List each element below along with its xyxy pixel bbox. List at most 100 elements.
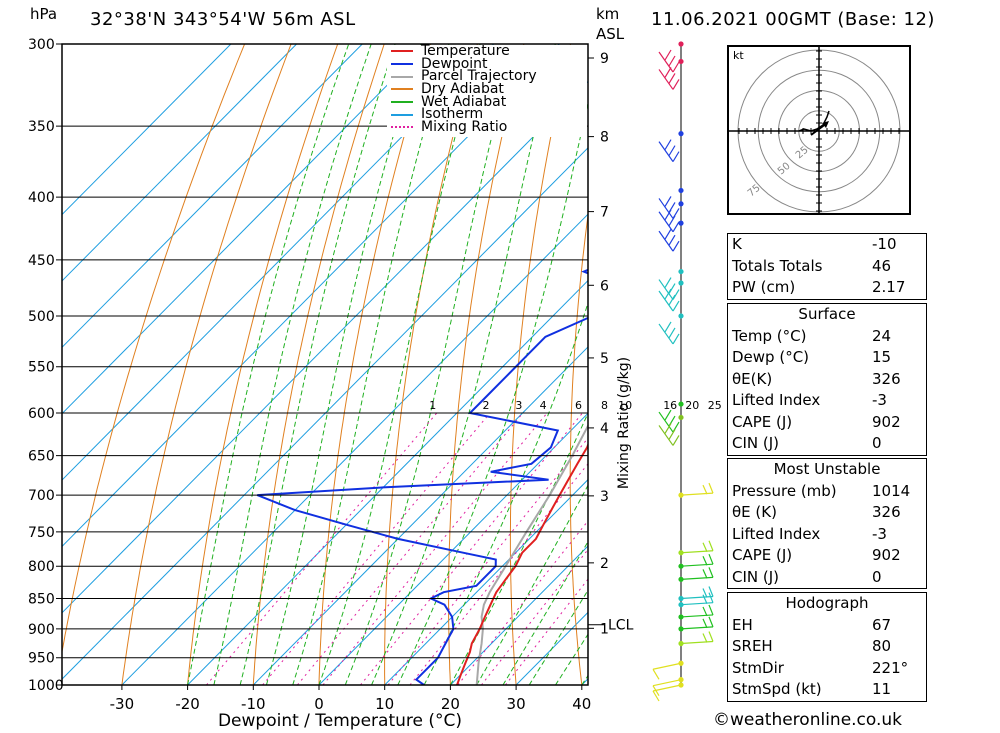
legend-label: Dry Adiabat [421,81,504,98]
stat-value: 80 [872,637,892,655]
x-axis-title: Dewpoint / Temperature (°C) [218,711,462,731]
km-tick-label: 4 [600,421,609,437]
stat-value: -3 [872,391,887,409]
stat-label: CIN (J) [732,434,780,452]
parcel-trajectory-line [475,423,588,685]
wind-level-dot [678,201,684,207]
wet-adiabat-line [344,44,516,685]
wet-adiabat-line [213,44,372,685]
legend-dewpoint: Dewpoint [387,57,587,71]
stat-row: CAPE (J) 902 [728,545,926,567]
isotherm-line [62,44,560,548]
stat-row: CIN (J) 0 [728,433,926,455]
stat-label: CAPE (J) [732,546,793,564]
wind-barb [680,567,714,580]
wind-level-dot [678,280,684,286]
stat-label: StmSpd (kt) [732,680,822,698]
most-unstable-title: Most Unstable [773,460,881,478]
wet-adiabat-line [476,484,588,685]
stat-label: Totals Totals [732,256,823,275]
stat-row: CIN (J) 0 [728,567,926,589]
km-tick-label: 2 [600,556,609,572]
pressure-tick-label: 700 [28,488,55,504]
stat-value: 0 [872,434,882,452]
stat-value: 24 [872,326,892,345]
location-title: 32°38'N 343°54'W 56m ASL [90,9,356,30]
isotherm-line [384,478,588,685]
mixing-ratio-line [206,412,438,685]
wet-adiabat-line [265,44,422,685]
km-tick-label: 5 [600,351,609,367]
lcl-label: LCL [608,618,634,634]
isotherm-line [450,545,588,685]
x-tick-label: 10 [375,695,394,713]
dry-adiabat-line [569,211,588,685]
km-tick-label: 8 [600,130,609,146]
copyright-footer: ©weatheronline.co.uk [713,710,903,730]
wind-level-dot [678,640,684,647]
wind-level-dot [678,58,684,65]
wind-barb [658,277,680,300]
wind-level-dot [678,401,684,407]
isotherm-line [62,44,297,282]
stat-row: CAPE (J) 902 [728,412,926,434]
km-tick-label: 7 [600,205,609,221]
wind-barb [680,540,714,554]
stat-row: Pressure (mb) 1014 [728,481,926,503]
stat-row: StmSpd (kt) 11 [728,679,926,701]
x-tick-label: 40 [572,695,591,713]
stat-label: Pressure (mb) [732,481,837,500]
stat-value: 326 [872,369,901,388]
stat-row: PW (cm) 2.17 [728,277,926,299]
wind-level-dot [678,187,684,194]
stat-value: -3 [872,524,887,543]
hodo-unit-label: kt [733,49,744,62]
hodo-ring-label: 25 [794,145,811,162]
isotherm-line [62,147,588,680]
stat-value: 2.17 [872,278,906,296]
stat-row: Temp (°C) 24 [728,326,926,348]
legend-dry-adiabat: Dry Adiabat [387,81,587,98]
pressure-tick-label: 450 [28,253,55,269]
plot-frame [61,43,589,686]
stat-label: Temp (°C) [732,326,807,345]
wind-barb [680,604,714,618]
wet-adiabat-line [239,44,396,685]
wind-barb [680,616,714,630]
pressure-tick-label: 950 [28,651,55,667]
mixing-ratio-line [262,412,491,685]
stat-row: Totals Totals 46 [728,256,926,278]
pressure-tick-label: 550 [28,360,55,376]
stat-value: 902 [872,546,901,564]
date-title: 11.06.2021 00GMT (Base: 12) [651,9,935,30]
hodo-trace [798,110,830,132]
stat-label: CAPE (J) [732,412,793,431]
stat-value: 326 [872,503,901,521]
asl-label: ASL [596,25,625,43]
wind-barb [658,228,680,252]
x-tick-label: 0 [314,695,324,713]
stat-row: K -10 [728,234,926,256]
pressure-tick-label: 300 [28,37,55,53]
legend-isotherm: Isotherm [387,108,587,121]
stat-value: 67 [872,615,892,634]
pressure-tick-label: 900 [28,622,55,638]
wind-level-dot [678,41,684,47]
surface-title: Surface [798,305,856,323]
stats-block-hodograph: Hodograph EH 67 SREH 80 StmDir 221° StmSpd (kt… [727,592,927,702]
stat-label: SREH [732,637,773,655]
mixing-ratio-tick-label: 3 [515,399,522,412]
pressure-tick-label: 600 [28,406,55,422]
km-tick-label: 3 [600,489,609,505]
legend-label: Temperature [421,43,510,59]
hodo-ring-label: 75 [746,183,763,200]
legend-swatch [391,113,413,116]
stat-label: K [732,235,742,253]
stat-label: Lifted Index [732,524,821,543]
stats-block-indices: K -10 Totals Totals 46 PW (cm) 2.17 [727,233,927,300]
dry-adiabat-line [187,44,339,685]
dry-adiabat-line [628,44,664,685]
mixing-ratio-tick-label: 25 [708,399,722,412]
stat-value: 1014 [872,481,911,500]
